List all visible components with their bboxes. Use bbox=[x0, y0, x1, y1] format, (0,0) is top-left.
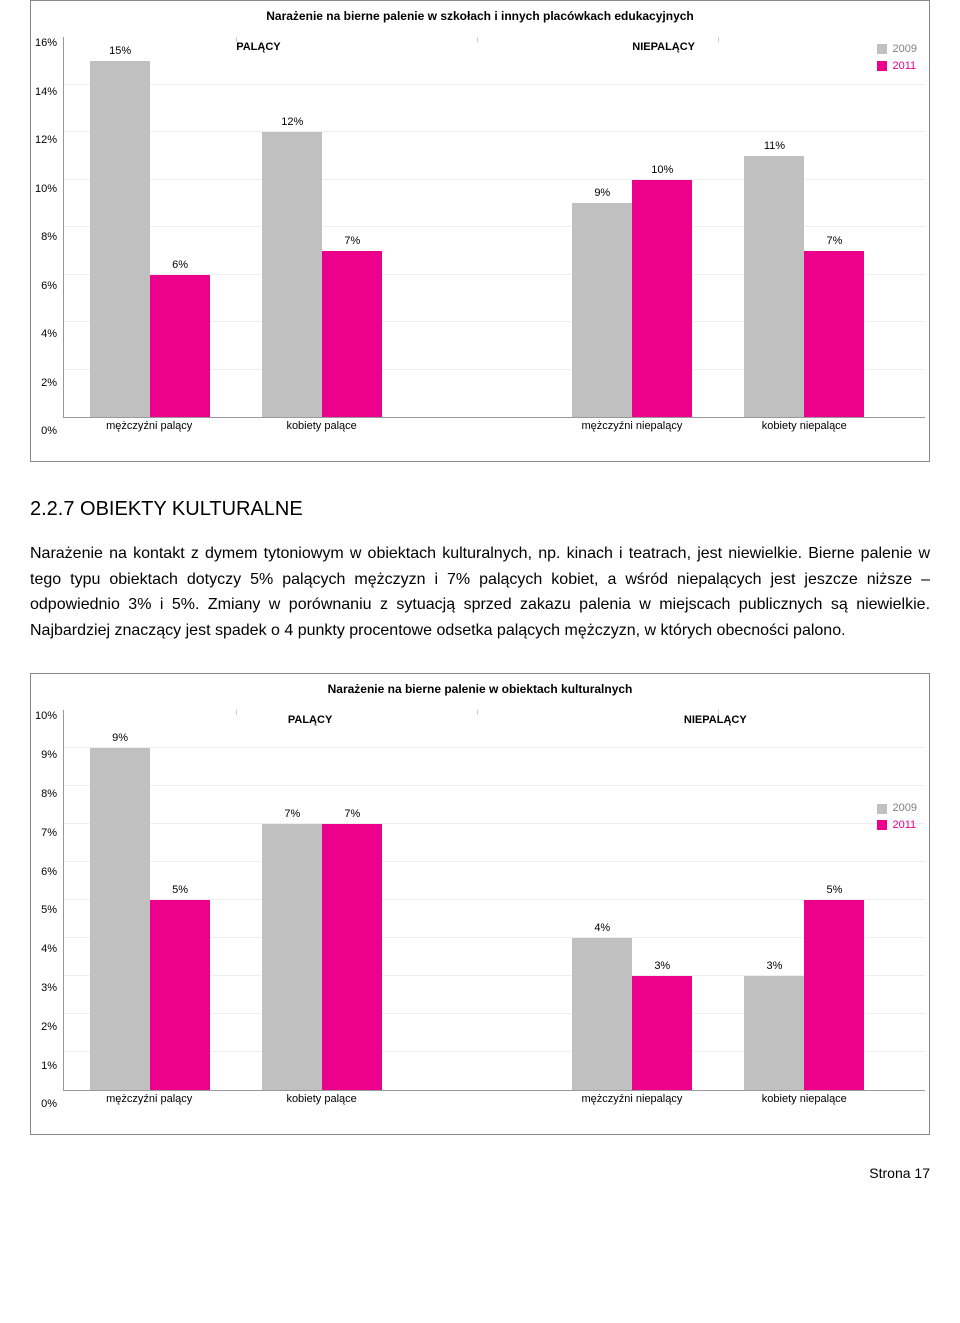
group-label: NIEPALĄCY bbox=[632, 41, 695, 53]
ytick-label: 9% bbox=[41, 749, 57, 761]
bar-value-label: 7% bbox=[332, 235, 372, 247]
legend-swatch bbox=[877, 44, 887, 54]
legend: 20092011 bbox=[877, 41, 917, 74]
legend-label: 2011 bbox=[893, 817, 917, 834]
legend-item: 2009 bbox=[877, 41, 917, 58]
ytick-label: 3% bbox=[41, 982, 57, 994]
xaxis-label: kobiety palące bbox=[252, 1093, 392, 1105]
legend-label: 2009 bbox=[893, 41, 917, 58]
bar-value-label: 7% bbox=[332, 808, 372, 820]
xaxis-label: kobiety niepalące bbox=[734, 420, 874, 432]
bar bbox=[632, 180, 692, 418]
bar-value-label: 9% bbox=[100, 732, 140, 744]
chart1-plot: 15% 6% 12% 7% 9% 10% 11% 7% PALĄCY NIEPALĄCY 20092… bbox=[63, 37, 925, 418]
bar bbox=[572, 938, 632, 1090]
chart1-title: Narażenie na bierne palenie w szkołach i… bbox=[35, 9, 925, 23]
chart1-xaxis: mężczyźni palący kobiety palące mężczyźni … bbox=[63, 420, 925, 440]
ytick-label: 0% bbox=[41, 1098, 57, 1110]
ytick-label: 12% bbox=[35, 134, 57, 146]
page-footer: Strona 17 bbox=[30, 1165, 930, 1181]
ytick-label: 10% bbox=[35, 710, 57, 722]
ytick-label: 14% bbox=[35, 86, 57, 98]
bar bbox=[150, 900, 210, 1090]
ytick-label: 7% bbox=[41, 827, 57, 839]
bar bbox=[744, 156, 804, 417]
chart-schools: Narażenie na bierne palenie w szkołach i… bbox=[30, 0, 930, 462]
chart-culture: Narażenie na bierne palenie w obiektach … bbox=[30, 673, 930, 1135]
bar-value-label: 11% bbox=[754, 140, 794, 152]
bar-value-label: 3% bbox=[642, 960, 682, 972]
legend: 20092011 bbox=[877, 800, 917, 833]
group-label: NIEPALĄCY bbox=[684, 714, 747, 726]
legend-item: 2009 bbox=[877, 800, 917, 817]
ytick-label: 8% bbox=[41, 788, 57, 800]
legend-item: 2011 bbox=[877, 817, 917, 834]
bar bbox=[262, 824, 322, 1090]
ytick-label: 8% bbox=[41, 231, 57, 243]
xaxis-label: mężczyźni niepalący bbox=[562, 1093, 702, 1105]
body-paragraph: Narażenie na kontakt z dymem tytoniowym … bbox=[30, 541, 930, 643]
bar-value-label: 9% bbox=[582, 187, 622, 199]
bar-value-label: 15% bbox=[100, 45, 140, 57]
xaxis-label: kobiety palące bbox=[252, 420, 392, 432]
chart2-xaxis: mężczyźni palący kobiety palące mężczyźni … bbox=[63, 1093, 925, 1113]
ytick-label: 6% bbox=[41, 866, 57, 878]
legend-item: 2011 bbox=[877, 58, 917, 75]
xaxis-label: mężczyźni palący bbox=[79, 420, 219, 432]
bar-value-label: 12% bbox=[272, 116, 312, 128]
group-label: PALĄCY bbox=[236, 41, 280, 53]
bar bbox=[90, 61, 150, 417]
bar bbox=[322, 251, 382, 417]
bar-value-label: 5% bbox=[160, 884, 200, 896]
xaxis-label: mężczyźni niepalący bbox=[562, 420, 702, 432]
ytick-label: 4% bbox=[41, 943, 57, 955]
bar bbox=[744, 976, 804, 1090]
chart2-plot: 9% 5% 7% 7% 4% 3% 3% 5% PALĄCY NIEPALĄCY 20092011 bbox=[63, 710, 925, 1091]
bar-value-label: 3% bbox=[754, 960, 794, 972]
ytick-label: 10% bbox=[35, 183, 57, 195]
bar bbox=[150, 275, 210, 418]
bar bbox=[262, 132, 322, 417]
section-heading: 2.2.7 OBIEKTY KULTURALNE bbox=[30, 498, 930, 521]
bar-value-label: 10% bbox=[642, 164, 682, 176]
legend-swatch bbox=[877, 820, 887, 830]
legend-swatch bbox=[877, 61, 887, 71]
chart2-title: Narażenie na bierne palenie w obiektach … bbox=[35, 682, 925, 696]
bar bbox=[632, 976, 692, 1090]
legend-swatch bbox=[877, 804, 887, 814]
bar bbox=[572, 203, 632, 417]
ytick-label: 2% bbox=[41, 377, 57, 389]
bar-value-label: 6% bbox=[160, 259, 200, 271]
ytick-label: 6% bbox=[41, 280, 57, 292]
group-label: PALĄCY bbox=[288, 714, 332, 726]
bar-value-label: 4% bbox=[582, 922, 622, 934]
bar bbox=[90, 748, 150, 1090]
ytick-label: 0% bbox=[41, 425, 57, 437]
legend-label: 2011 bbox=[893, 58, 917, 75]
bar bbox=[322, 824, 382, 1090]
xaxis-label: mężczyźni palący bbox=[79, 1093, 219, 1105]
bar bbox=[804, 251, 864, 417]
bar-value-label: 5% bbox=[814, 884, 854, 896]
chart2-yaxis: 10% 9% 8% 7% 6% 5% 4% 3% 2% 1% 0% bbox=[35, 710, 63, 1130]
ytick-label: 16% bbox=[35, 37, 57, 49]
chart1-yaxis: 16% 14% 12% 10% 8% 6% 4% 2% 0% bbox=[35, 37, 63, 457]
ytick-label: 4% bbox=[41, 328, 57, 340]
bar-value-label: 7% bbox=[272, 808, 312, 820]
ytick-label: 5% bbox=[41, 904, 57, 916]
bar bbox=[804, 900, 864, 1090]
ytick-label: 2% bbox=[41, 1021, 57, 1033]
legend-label: 2009 bbox=[893, 800, 917, 817]
ytick-label: 1% bbox=[41, 1060, 57, 1072]
xaxis-label: kobiety niepalące bbox=[734, 1093, 874, 1105]
bar-value-label: 7% bbox=[814, 235, 854, 247]
